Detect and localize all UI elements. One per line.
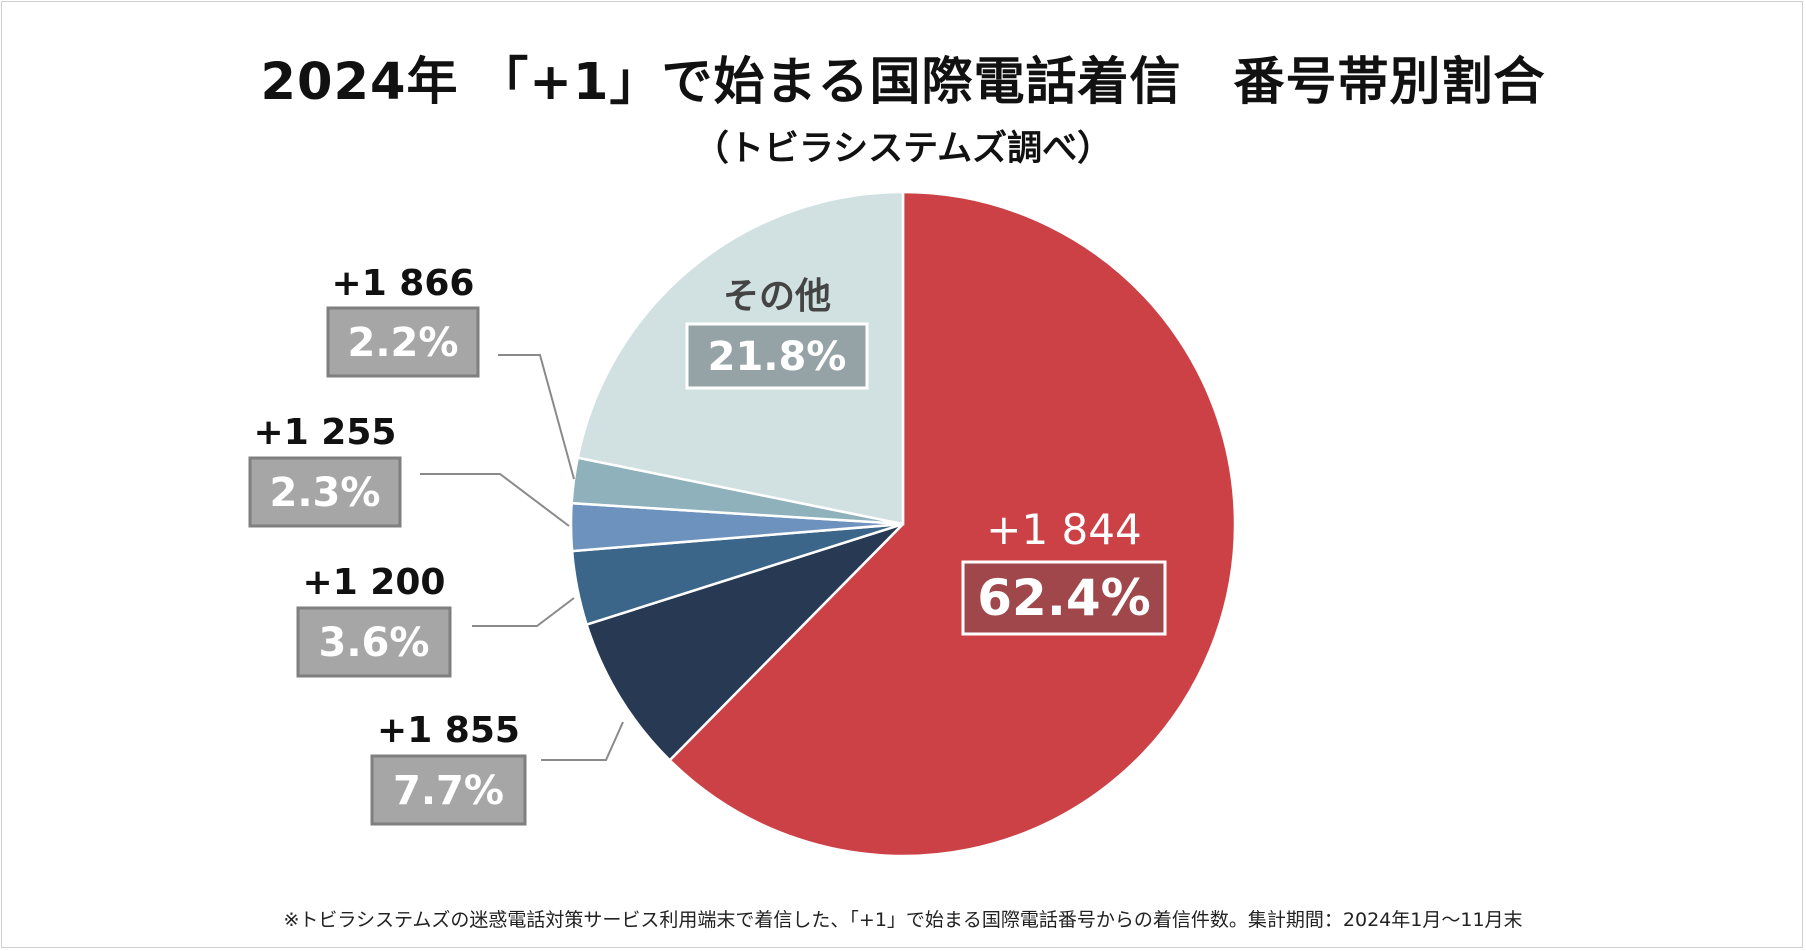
slice-0 xyxy=(667,190,1237,858)
slice-name-label-1: +1 855 xyxy=(377,710,520,751)
slice-name-label-5: その他 xyxy=(723,276,831,317)
slice-percent-label-1: 7.7% xyxy=(393,768,504,814)
slice-percent-label-4: 2.2% xyxy=(348,320,459,366)
footnote: ※トビラシステムズの迷惑電話対策サービス利用端末で着信した、「+1」で始まる国際… xyxy=(283,909,1523,931)
slice-percent-box-2 xyxy=(296,606,452,678)
slice-1 xyxy=(585,522,904,762)
leader-line-4 xyxy=(498,354,575,480)
slice-name-label-0: +1 844 xyxy=(986,505,1141,554)
slice-name-label-2: +1 200 xyxy=(303,562,446,603)
slice-name-label-4: +1 866 xyxy=(332,263,475,304)
slice-percent-label-3: 2.3% xyxy=(270,470,381,516)
slice-percent-label-5: 21.8% xyxy=(708,334,847,380)
leader-line-3 xyxy=(420,473,570,527)
slice-percent-label-2: 3.6% xyxy=(319,620,430,666)
leader-line-1 xyxy=(541,721,624,761)
chart-subtitle: （トビラシステムズ調べ） xyxy=(693,129,1113,169)
slice-percent-label-0: 62.4% xyxy=(977,569,1150,627)
slice-percent-box-1 xyxy=(370,754,527,826)
chart-title: 2024年 「+1」で始まる国際電話着信 番号帯別割合 xyxy=(260,53,1546,112)
slice-percent-box-5 xyxy=(685,322,869,390)
slice-labels: +1 844 62.4% +1 855 7.7% +1 200 3.6% +1 255 2.3… xyxy=(248,263,1167,826)
slice-name-label-3: +1 255 xyxy=(254,412,397,453)
slice-percent-box-0 xyxy=(961,560,1167,636)
slice-percent-box-3 xyxy=(248,456,402,528)
leader-lines xyxy=(420,354,624,761)
slice-percent-box-4 xyxy=(326,306,480,378)
leader-line-2 xyxy=(472,597,575,627)
